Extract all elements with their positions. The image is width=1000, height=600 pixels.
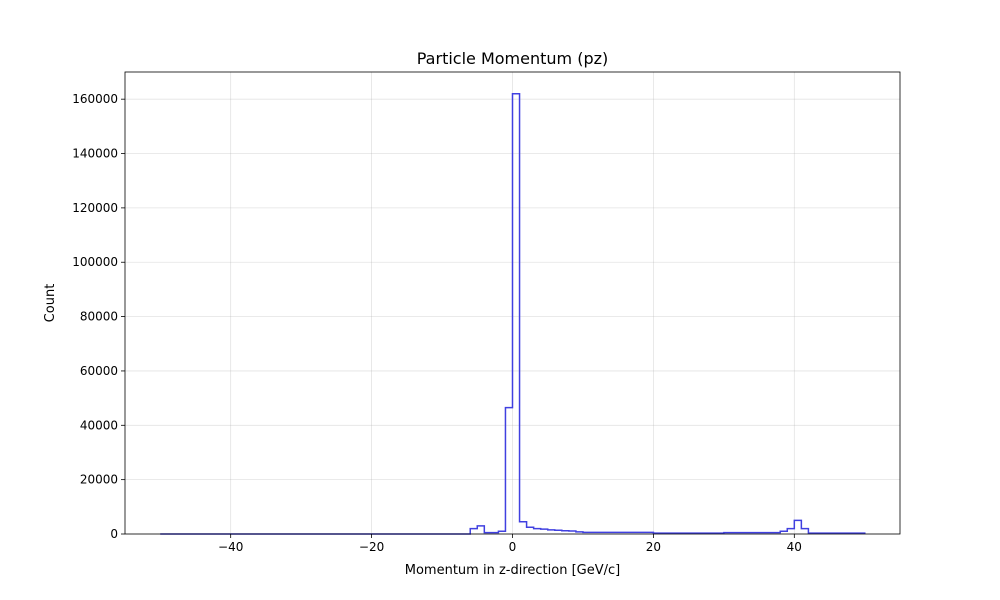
y-axis-label: Count: [43, 284, 58, 323]
x-tick-label: −20: [359, 540, 384, 554]
y-tick-label: 100000: [72, 255, 118, 269]
y-tick-label: 120000: [72, 201, 118, 215]
x-tick-label: −40: [218, 540, 243, 554]
y-tick-label: 20000: [80, 473, 118, 487]
x-tick-label: 0: [509, 540, 517, 554]
y-tick-label: 140000: [72, 147, 118, 161]
x-tick-label: 40: [787, 540, 802, 554]
y-tick-label: 0: [110, 527, 118, 541]
y-tick-label: 80000: [80, 310, 118, 324]
chart-title: Particle Momentum (pz): [417, 49, 609, 68]
y-tick-label: 40000: [80, 418, 118, 432]
y-tick-label: 160000: [72, 92, 118, 106]
y-tick-label: 60000: [80, 364, 118, 378]
axis-ticks: −40 −20 0 20 40 0 20000 40000 60000 80000 100000 12…: [72, 92, 802, 554]
x-tick-label: 20: [646, 540, 661, 554]
x-axis-label: Momentum in z-direction [GeV/c]: [405, 563, 620, 578]
